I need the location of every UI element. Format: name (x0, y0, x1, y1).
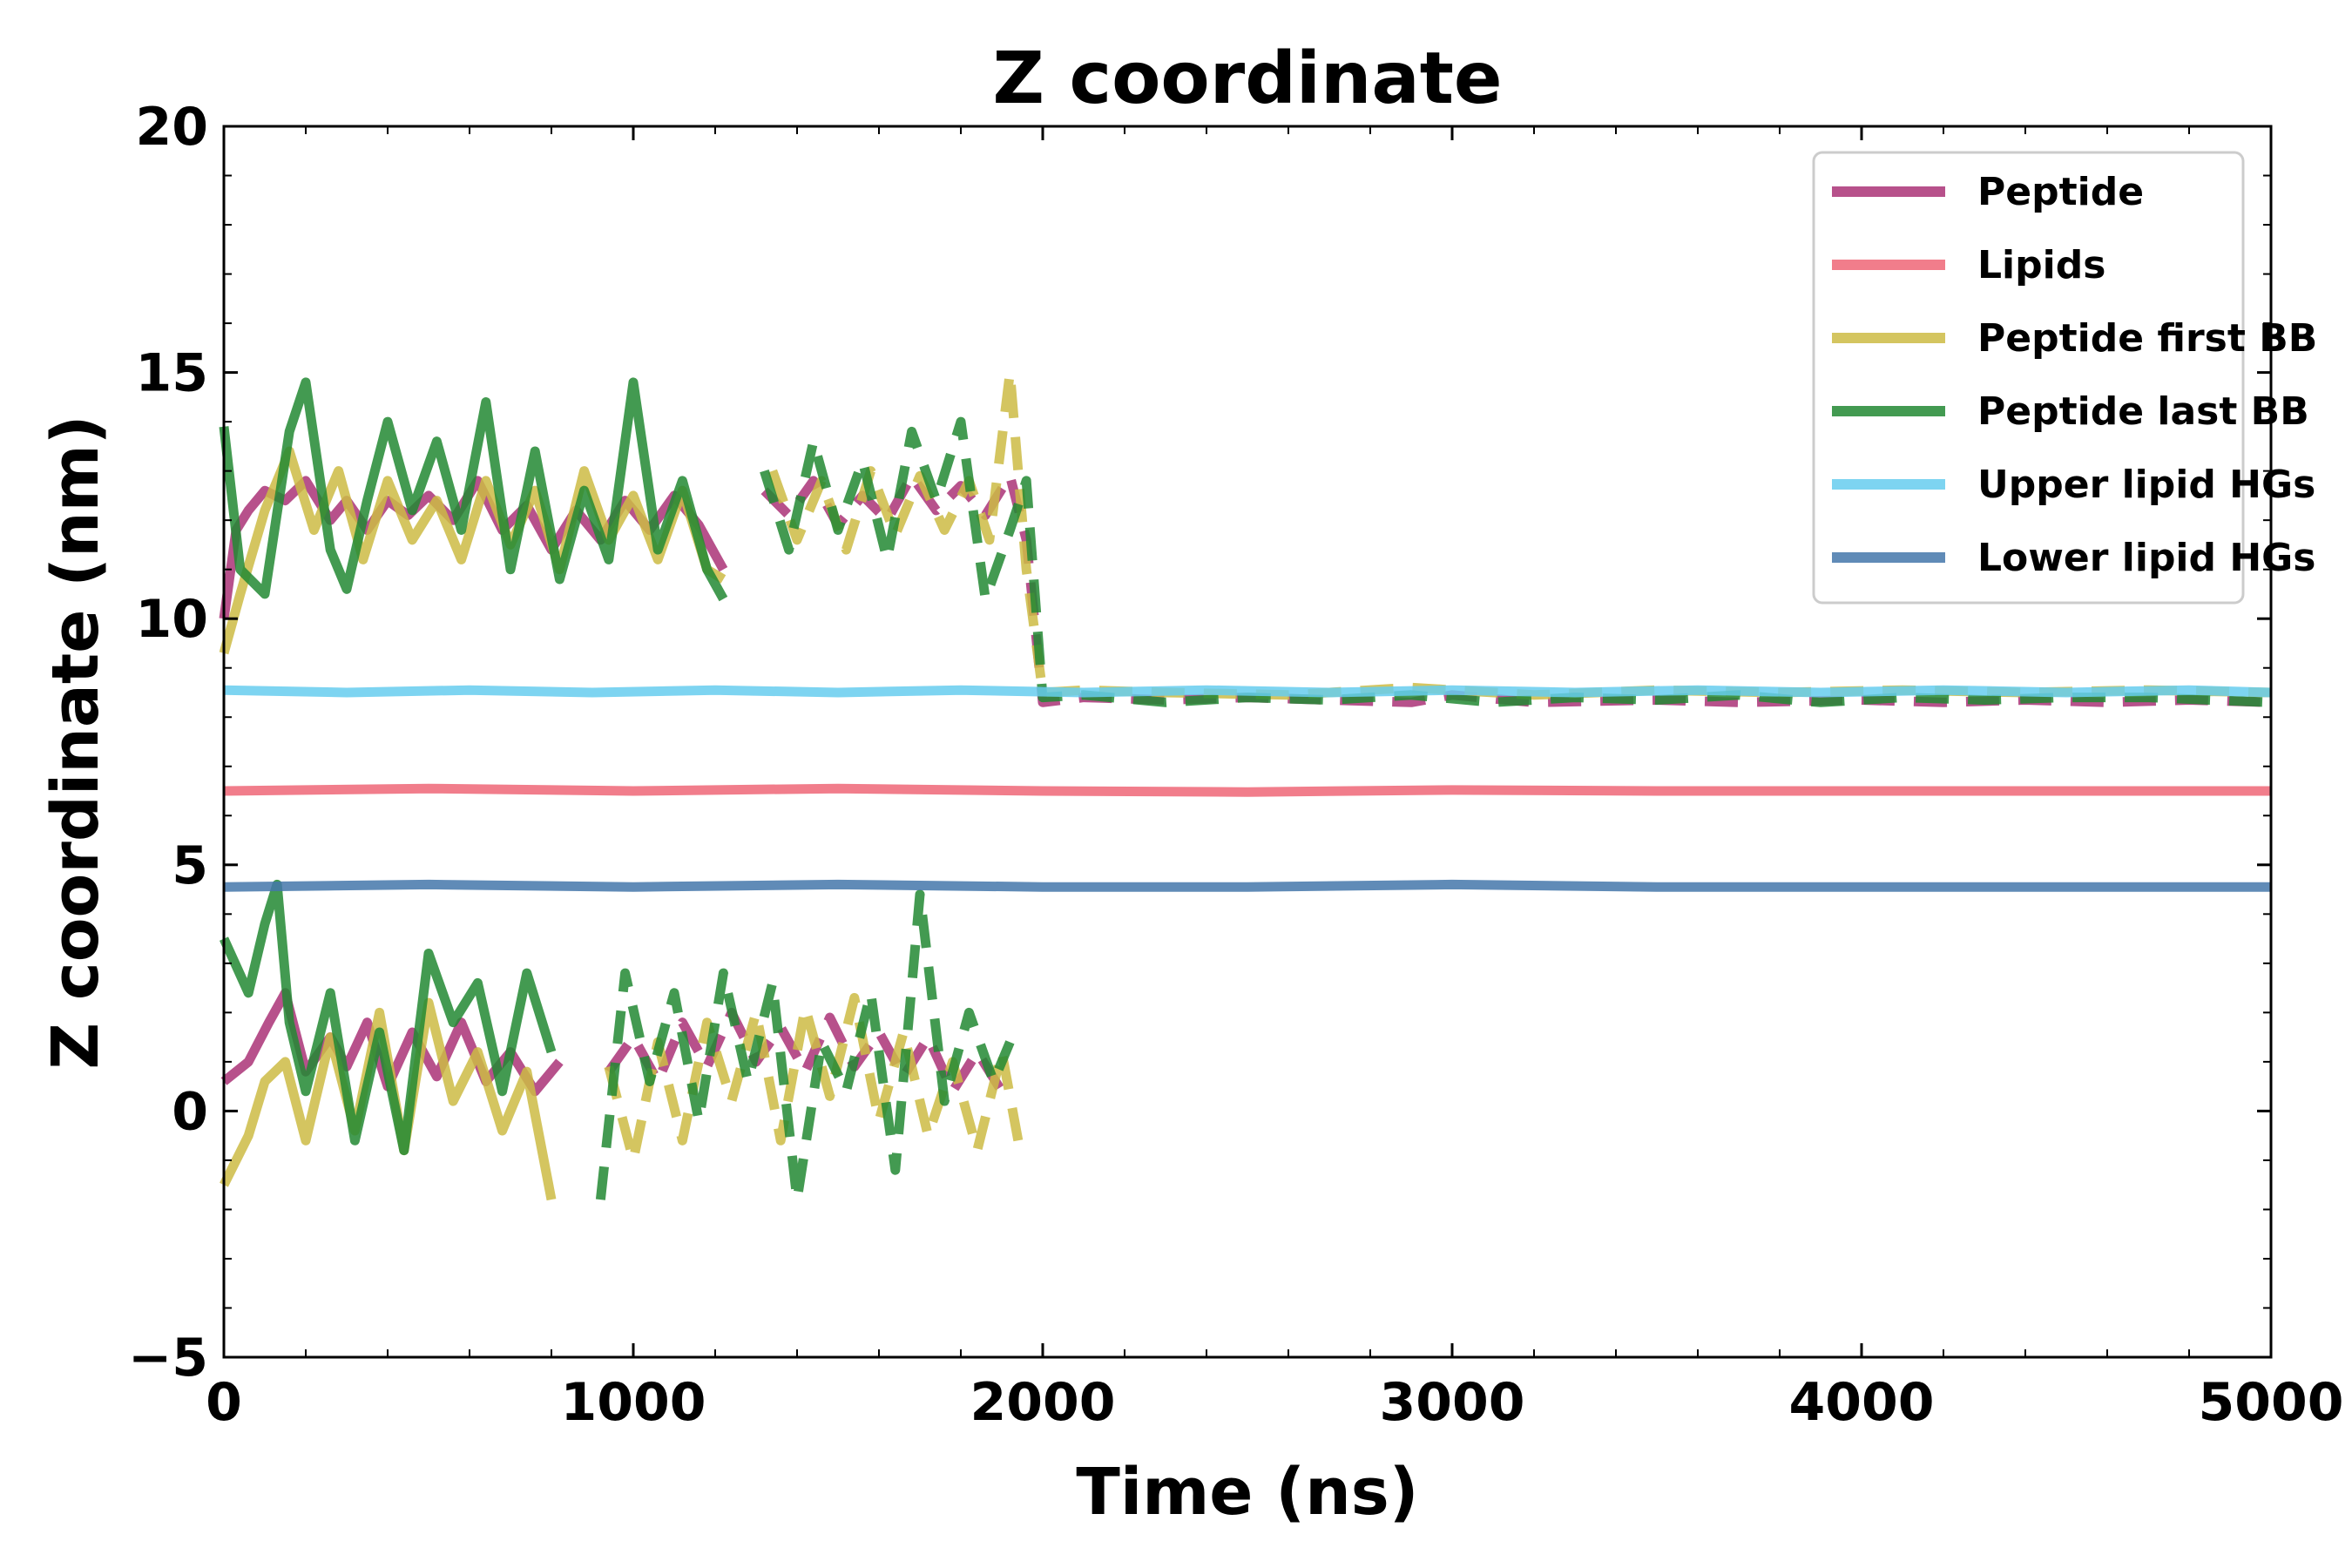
series-peptide-last-bb (219, 377, 2272, 1205)
legend-label-peptide-last-bb: Peptide last BB (1977, 389, 2309, 434)
y-tick-label: 10 (136, 589, 209, 650)
legend-label-lipids: Lipids (1977, 243, 2105, 287)
series-layer (219, 368, 2272, 1205)
legend: Peptide Lipids Peptide first BB Peptide las… (1812, 151, 2317, 605)
series-line-peptide-1 (760, 470, 2272, 707)
x-tick-label: 5000 (2199, 1372, 2344, 1433)
y-tick-label: 5 (172, 835, 208, 896)
x-tick-label: 3000 (1380, 1372, 1525, 1433)
series-lower-lipid-hgs (223, 879, 2271, 892)
legend-label-lower-lipid-hgs: Lower lipid HGs (1977, 536, 2315, 580)
legend-label-peptide: Peptide (1977, 170, 2144, 214)
series-line-upper-lipid-hgs-0 (223, 685, 2272, 698)
series-line-lipids-0 (223, 783, 2271, 797)
x-tick-label: 0 (206, 1372, 242, 1433)
series-upper-lipid-hgs (223, 685, 2272, 698)
series-lipids (223, 783, 2271, 797)
series-line-peptide-last-bb-0 (219, 377, 728, 602)
series-line-peptide-first-bb-0 (219, 446, 727, 655)
y-axis-label: Z coordinate (nm) (38, 415, 113, 1069)
legend-label-peptide-first-bb: Peptide first BB (1977, 316, 2317, 361)
chart-title: Z coordinate (992, 37, 1502, 120)
y-tick-label: 0 (172, 1081, 208, 1142)
x-tick-label: 2000 (970, 1372, 1116, 1433)
x-tick-label: 1000 (561, 1372, 706, 1433)
series-line-peptide-3 (605, 1007, 1006, 1097)
series-line-lower-lipid-hgs-0 (223, 879, 2271, 892)
legend-label-upper-lipid-hgs: Upper lipid HGs (1977, 463, 2315, 507)
series-line-peptide-last-bb-3 (595, 889, 1015, 1205)
y-tick-label: 15 (136, 343, 209, 404)
series-line-peptide-first-bb-2 (220, 997, 557, 1201)
x-tick-label: 4000 (1789, 1372, 1935, 1433)
series-line-peptide-last-bb-2 (219, 879, 557, 1156)
y-tick-label: 20 (136, 97, 209, 158)
x-axis-label: Time (ns) (1076, 1455, 1418, 1530)
series-line-peptide-first-bb-3 (604, 992, 1024, 1166)
y-tick-label: −5 (128, 1328, 208, 1389)
plot-frame (222, 125, 2273, 1359)
